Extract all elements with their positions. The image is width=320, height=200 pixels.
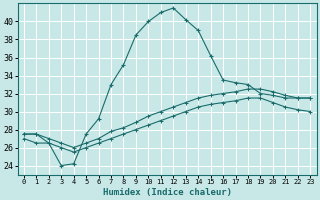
- X-axis label: Humidex (Indice chaleur): Humidex (Indice chaleur): [103, 188, 232, 197]
